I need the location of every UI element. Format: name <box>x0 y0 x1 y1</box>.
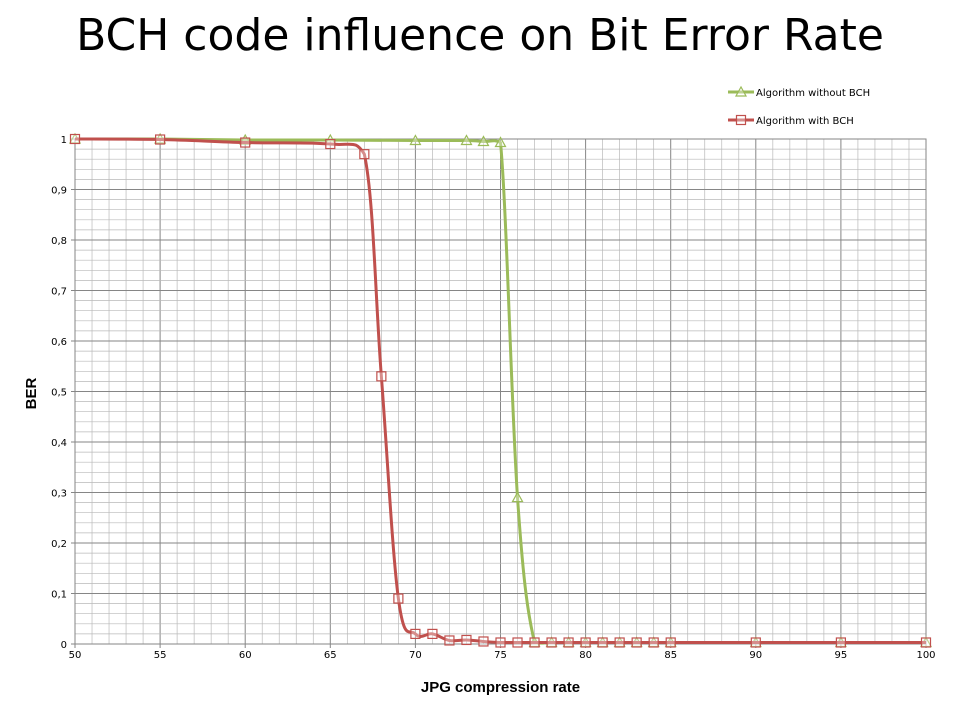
chart-title: BCH code influence on Bit Error Rate <box>76 10 884 61</box>
legend-entry: Algorithm without BCH <box>728 85 870 99</box>
series-line <box>74 137 926 645</box>
legend-marker <box>735 114 747 126</box>
data-point-marker <box>461 634 472 646</box>
y-tick-label: 0,3 <box>51 489 67 500</box>
data-point-marker <box>393 593 404 604</box>
x-tick-label: 55 <box>154 650 167 661</box>
x-tick-label: 95 <box>835 650 848 661</box>
y-tick-label: 0 <box>61 640 67 651</box>
x-tick-label: 60 <box>239 650 252 661</box>
legend: Algorithm without BCH Algorithm with BCH <box>728 85 870 127</box>
data-point-marker <box>835 637 847 648</box>
data-point-marker <box>359 149 370 160</box>
x-axis-title: JPG compression rate <box>421 679 580 696</box>
series-with-bch <box>69 133 932 648</box>
y-axis-title: BER <box>23 377 40 409</box>
y-tick-label: 0,7 <box>51 287 67 298</box>
data-point-marker <box>597 637 608 648</box>
data-point-marker <box>409 134 422 146</box>
series-layer <box>68 132 933 648</box>
x-tick-label: 70 <box>409 650 422 661</box>
x-tick-label: 90 <box>749 650 762 661</box>
data-point-marker <box>580 637 591 648</box>
data-point-marker <box>546 637 557 648</box>
data-point-marker <box>477 135 490 147</box>
grid-layer <box>74 138 927 645</box>
data-point-marker <box>512 637 523 648</box>
data-point-marker <box>325 138 336 150</box>
y-tick-label: 0,4 <box>51 438 67 449</box>
y-tick-label: 0,6 <box>51 337 67 348</box>
data-point-marker <box>631 637 642 648</box>
legend-label: Algorithm with BCH <box>756 116 854 127</box>
x-tick-label: 75 <box>494 650 507 661</box>
data-point-marker <box>240 137 251 148</box>
x-tick-label: 50 <box>69 650 82 661</box>
data-point-marker <box>614 637 625 648</box>
data-point-marker <box>563 637 574 648</box>
x-tick-label: 100 <box>916 650 935 661</box>
data-point-marker <box>427 628 438 640</box>
y-tick-label: 0,9 <box>51 186 67 197</box>
data-point-marker <box>478 636 489 647</box>
data-point-marker <box>511 491 524 503</box>
legend-marker <box>734 85 748 97</box>
data-point-marker <box>376 371 387 382</box>
y-tick-label: 0,5 <box>51 388 67 399</box>
data-point-marker <box>460 134 473 146</box>
data-point-marker <box>750 637 761 648</box>
y-tick-label: 0,2 <box>51 539 67 550</box>
y-tick-label: 0,1 <box>51 590 67 601</box>
x-tick-label: 85 <box>664 650 677 661</box>
legend-label: Algorithm without BCH <box>756 88 870 99</box>
data-point-marker <box>529 637 540 648</box>
data-point-marker <box>920 637 932 648</box>
data-point-marker <box>495 637 506 648</box>
data-point-marker <box>155 134 166 145</box>
x-tick-label: 80 <box>579 650 592 661</box>
y-tick-label: 0,8 <box>51 236 67 247</box>
data-point-marker <box>410 628 421 640</box>
data-point-marker <box>648 637 659 648</box>
x-tick-label: 65 <box>324 650 337 661</box>
data-point-marker <box>494 136 507 148</box>
data-point-marker <box>69 133 81 145</box>
data-point-marker <box>665 637 676 648</box>
legend-entry: Algorithm with BCH <box>728 114 854 127</box>
data-point-marker <box>444 635 455 646</box>
y-tick-label: 1 <box>61 135 67 146</box>
